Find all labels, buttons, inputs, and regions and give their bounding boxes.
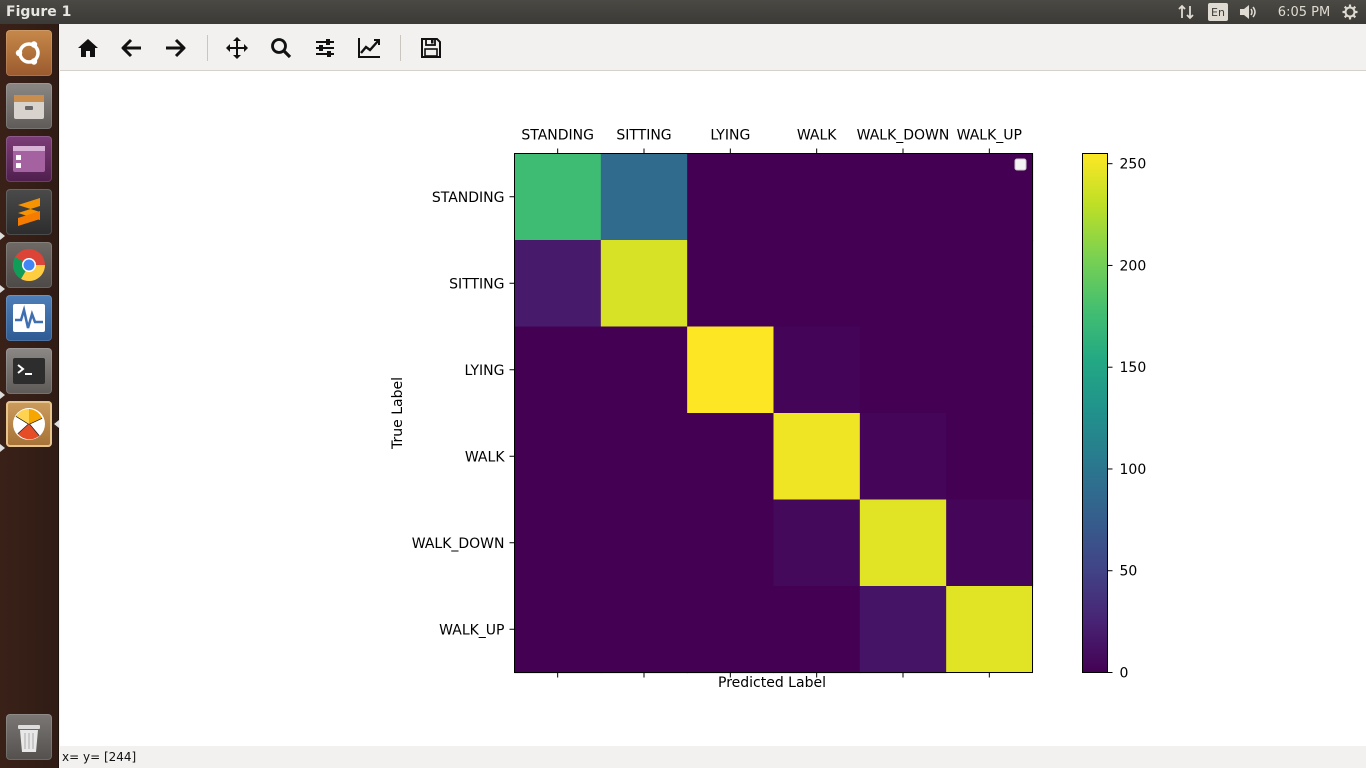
heatmap-cell [514,499,602,587]
x-tick-label: STANDING [521,128,594,144]
figure-window: Predicted Label True Label STANDING SITTI… [60,24,1366,768]
heatmap-cell [946,240,1034,328]
colorbar-tick-label: 50 [1120,564,1138,580]
legend-box [1014,158,1027,171]
y-tick-label: WALK_DOWN [412,536,505,552]
plot-canvas[interactable]: Predicted Label True Label STANDING SITTI… [60,71,1366,746]
cursor-readout: x= y= [244] [62,750,137,764]
heatmap-cell [687,240,775,328]
heatmap-cell [600,586,688,674]
y-tick-label: LYING [465,363,505,379]
heatmap-cell [687,499,775,587]
colorbar-tick-label: 200 [1120,258,1147,274]
heatmap-cell [773,586,861,674]
heatmap-cell [773,240,861,328]
pan-icon[interactable] [222,33,252,63]
heatmap-cell [514,326,602,414]
x-tick-label: WALK [797,128,837,144]
heatmap-frame [514,153,1033,673]
top-panel: Figure 1 En 6:05 PM [0,0,1366,24]
window-title: Figure 1 [6,4,72,20]
colorbar [1082,153,1108,673]
navigation-toolbar [60,24,1366,71]
x-tick-label: SITTING [616,128,671,144]
heatmap-cell [600,240,688,328]
x-tick-label: WALK_DOWN [857,128,950,144]
heatmap-cell [514,153,602,241]
focused-indicator [54,420,59,428]
heatmap-cell [514,586,602,674]
ubuntu-dash-icon[interactable] [6,30,52,76]
heatmap-cell [946,326,1034,414]
heatmap-cell [946,413,1034,501]
x-axis-label: Predicted Label [718,675,826,691]
python-app-icon[interactable] [6,401,52,447]
heatmap-cell [600,326,688,414]
heatmap-cell [946,586,1034,674]
y-tick-label: WALK_UP [439,622,504,638]
heatmap-cell [687,413,775,501]
back-arrow-icon[interactable] [117,33,147,63]
clock[interactable]: 6:05 PM [1277,4,1331,20]
heatmap-cell [859,413,947,501]
configure-subplots-icon[interactable] [310,33,340,63]
status-bar: x= y= [244] [60,746,1366,768]
gear-icon[interactable] [1340,3,1360,21]
toolbar-separator [400,35,401,61]
heatmap-cell [773,413,861,501]
heatmap-cell [859,586,947,674]
running-indicator [0,232,5,240]
heatmap-cell [859,153,947,241]
colorbar-tick-label: 250 [1120,157,1147,173]
y-axis-label: True Label [390,377,406,450]
files-icon[interactable] [6,83,52,129]
heatmap-cell [859,326,947,414]
running-indicator [0,391,5,399]
heatmap-cell [514,240,602,328]
y-tick-label: WALK [465,449,505,465]
sublime-text-icon[interactable] [6,189,52,235]
x-tick-label: LYING [710,128,750,144]
chrome-icon[interactable] [6,242,52,288]
colorbar-tick-label: 0 [1120,666,1129,682]
launcher [0,24,59,768]
trash-icon[interactable] [6,714,52,760]
heatmap-cell [687,586,775,674]
running-indicator [0,285,5,293]
colorbar-tick-label: 100 [1120,462,1147,478]
running-indicator [0,444,5,452]
heatmap-cell [514,413,602,501]
save-icon[interactable] [416,33,446,63]
heatmap-cell [773,326,861,414]
keyboard-layout-indicator[interactable]: En [1208,3,1228,21]
app-launcher-icon[interactable] [6,136,52,182]
heatmap-cell [859,240,947,328]
toolbar-separator [207,35,208,61]
edit-axis-icon[interactable] [354,33,384,63]
terminal-icon[interactable] [6,348,52,394]
volume-icon[interactable] [1238,3,1260,21]
system-monitor-icon[interactable] [6,295,52,341]
colorbar-tick-label: 150 [1120,360,1147,376]
heatmap-cell [687,326,775,414]
y-tick-label: STANDING [432,190,505,206]
heatmap-cell [773,499,861,587]
zoom-icon[interactable] [266,33,296,63]
home-icon[interactable] [73,33,103,63]
heatmap-cell [859,499,947,587]
forward-arrow-icon[interactable] [160,33,190,63]
network-arrows-icon[interactable] [1176,3,1196,21]
heatmap-cell [600,153,688,241]
heatmap-cell [946,499,1034,587]
y-tick-label: SITTING [449,276,504,292]
x-tick-label: WALK_UP [957,128,1022,144]
heatmap-cell [600,499,688,587]
heatmap-cell [600,413,688,501]
heatmap-cell [687,153,775,241]
heatmap-cell [773,153,861,241]
